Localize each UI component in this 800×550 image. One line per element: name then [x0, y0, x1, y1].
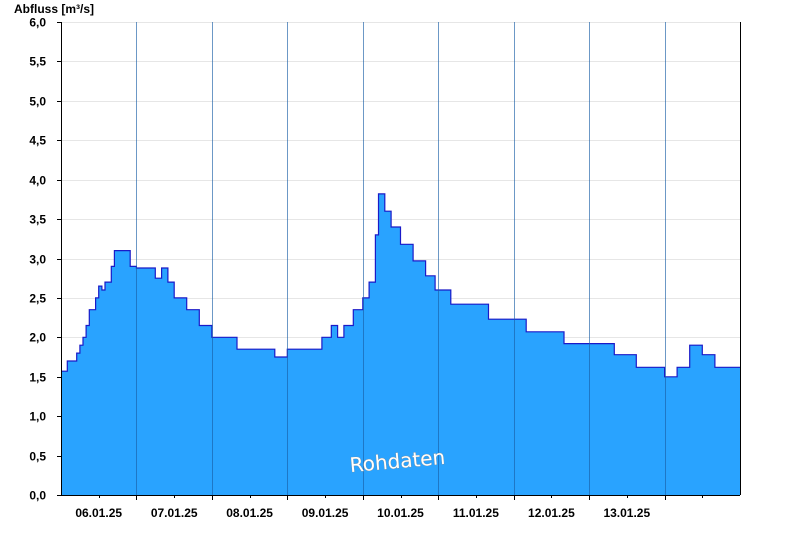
y-tick-label: 3,5	[29, 213, 46, 227]
data-area	[61, 193, 740, 495]
x-tick-label: 11.01.25	[453, 506, 499, 520]
x-tick-label: 13.01.25	[603, 506, 650, 520]
y-tick-label: 1,0	[29, 410, 46, 424]
y-axis-ticks: 0,0 0,5 1,0 1,5 2,0 2,5 3,0 3,5 4,0 4,5 5,0 5,5 6,0	[29, 16, 61, 503]
x-tick-label: 06.01.25	[75, 506, 122, 520]
y-tick-label: 4,5	[29, 134, 46, 148]
x-tick-label: 09.01.25	[302, 506, 349, 520]
y-tick-label: 1,5	[29, 371, 46, 385]
y-tick-label: 4,0	[29, 174, 46, 188]
y-tick-label: 5,0	[29, 95, 46, 109]
x-tick-label: 10.01.25	[377, 506, 424, 520]
x-tick-label: 08.01.25	[226, 506, 273, 520]
y-tick-label: 0,5	[29, 450, 46, 464]
y-tick-label: 0,0	[29, 489, 46, 503]
x-tick-label: 07.01.25	[151, 506, 198, 520]
day-separators	[136, 22, 666, 495]
y-tick-label: 5,5	[29, 55, 46, 69]
discharge-line	[61, 193, 740, 378]
x-tick-label: 12.01.25	[528, 506, 575, 520]
y-axis-title: Abfluss [m³/s]	[14, 2, 94, 16]
discharge-area	[61, 193, 740, 495]
y-tick-label: 2,0	[29, 331, 46, 345]
x-axis-ticks: 06.01.25 07.01.25 08.01.25 09.01.25 10.01.25…	[75, 495, 703, 520]
y-tick-label: 2,5	[29, 292, 46, 306]
y-tick-label: 3,0	[29, 253, 46, 267]
y-tick-label: 6,0	[29, 16, 46, 30]
